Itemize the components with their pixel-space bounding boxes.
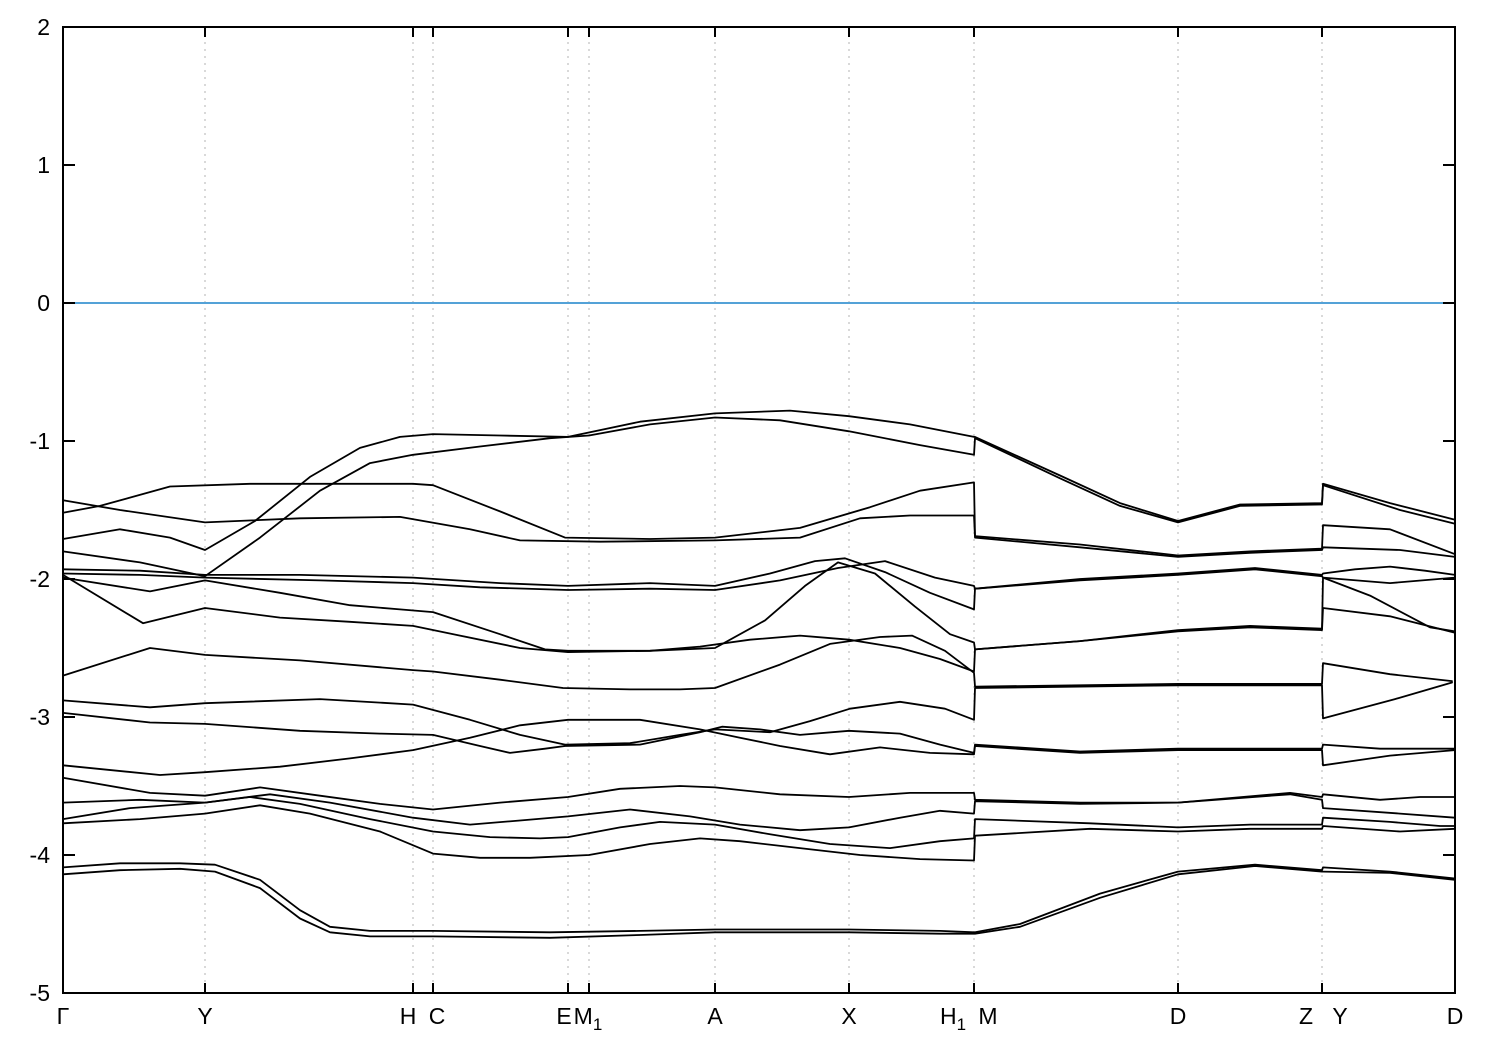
x-tick-label: A xyxy=(707,1003,723,1029)
band-11-line xyxy=(62,712,1456,754)
y-tick-label: -5 xyxy=(30,980,50,1006)
x-tick-label: Y xyxy=(1332,1003,1347,1029)
band-12-line xyxy=(62,718,1456,776)
band-9-line xyxy=(62,634,1453,691)
x-tick-label: E xyxy=(556,1003,571,1029)
band-16-line xyxy=(62,804,1456,862)
y-tick-label: -2 xyxy=(30,566,50,592)
band-6-line xyxy=(62,560,1456,591)
y-tick-label: 0 xyxy=(37,290,50,316)
band-15-line xyxy=(62,796,1456,849)
x-tick-label: D xyxy=(1447,1003,1464,1029)
x-tick-label: Y xyxy=(197,1003,212,1029)
band-18-line xyxy=(62,865,1456,939)
x-tick-label: H1 xyxy=(940,1003,966,1034)
band-8-line xyxy=(62,574,1456,673)
x-tick-label: D xyxy=(1170,1003,1187,1029)
band-1-line xyxy=(62,409,1456,551)
y-tick-label: 2 xyxy=(37,14,50,40)
band-4-line xyxy=(62,499,1456,558)
y-tick-label: -3 xyxy=(30,704,50,730)
y-tick-label: -4 xyxy=(30,842,51,868)
band-5-line xyxy=(62,557,1456,611)
x-tick-label: X xyxy=(841,1003,856,1029)
x-tick-label: M xyxy=(978,1003,997,1029)
plot-border xyxy=(62,26,1456,994)
band-14-line xyxy=(62,793,1456,832)
band-7-line xyxy=(62,561,1456,652)
x-tick-label: H xyxy=(400,1003,417,1029)
x-tick-label: Z xyxy=(1299,1003,1313,1029)
x-tick-label: M1 xyxy=(574,1003,603,1034)
x-tick-label: Γ xyxy=(57,1003,70,1029)
band-10-line xyxy=(62,681,1453,746)
band-13-line xyxy=(62,776,1456,811)
y-tick-label: -1 xyxy=(30,428,50,454)
band-17-line xyxy=(62,862,1456,934)
band-2-line xyxy=(62,416,1456,578)
x-tick-label: C xyxy=(429,1003,446,1029)
y-tick-label: 1 xyxy=(37,152,50,178)
band-3-line xyxy=(62,481,1456,557)
